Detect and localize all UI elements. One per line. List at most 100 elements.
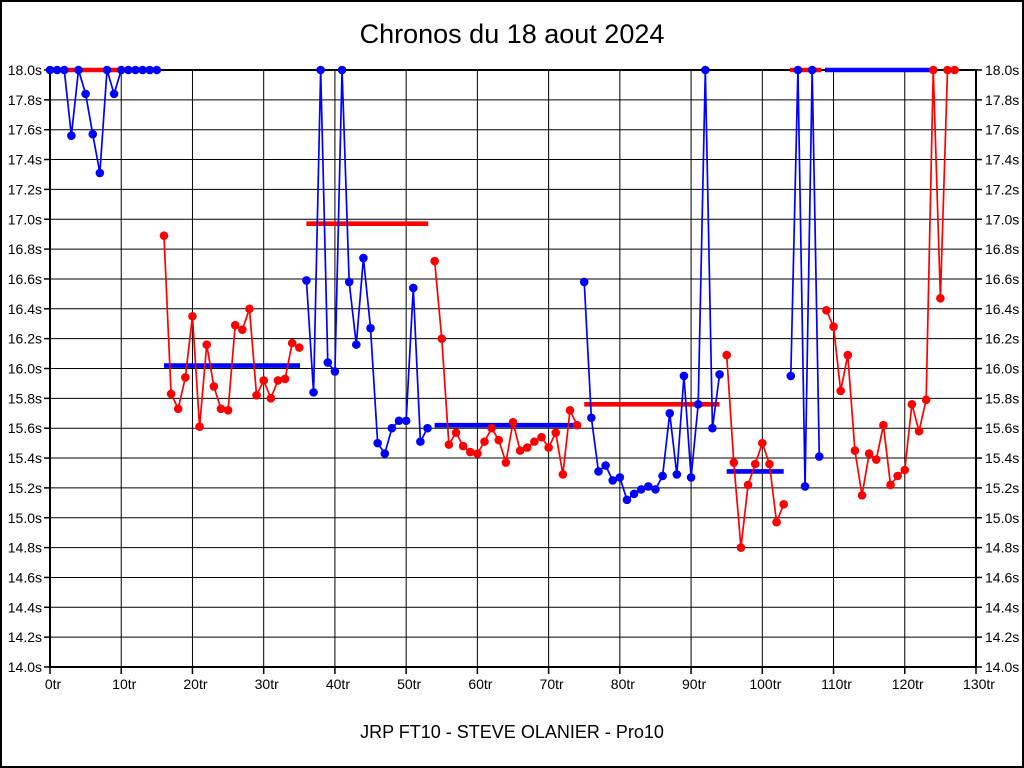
blue-lap-dot: [145, 65, 155, 75]
y-axis-label-left: 15.8s: [8, 390, 42, 406]
blue-lap-dot: [587, 413, 596, 423]
blue-lap-dot: [138, 65, 147, 75]
y-axis-label-left: 16.8s: [8, 241, 42, 257]
blue-lap-dot: [679, 371, 689, 381]
x-axis-label: 0tr: [45, 676, 62, 692]
red-lap-dot: [173, 404, 183, 414]
red-lap-dot: [900, 465, 910, 475]
blue-lap-dot: [302, 276, 311, 285]
red-lap-dot: [480, 437, 489, 446]
red-lap-dot: [836, 386, 845, 396]
blue-lap-dot: [116, 65, 126, 75]
red-lap-dot: [209, 382, 219, 391]
axis-ticks: [44, 69, 982, 674]
red-lap-dot: [779, 500, 788, 509]
blue-lap-dot: [309, 388, 318, 397]
y-axis-label-left: 17.0s: [8, 211, 42, 227]
red-lap-dot: [921, 395, 931, 405]
blue-lap-dot: [316, 65, 325, 75]
y-axis-label-right: 15.2s: [985, 480, 1019, 496]
blue-lap-dot: [387, 423, 397, 433]
red-lap-dot: [829, 322, 838, 332]
blue-lap-dot: [359, 253, 368, 263]
blue-lap-dot: [401, 416, 411, 426]
blue-lap-dot: [686, 473, 696, 482]
blue-lap-dot: [330, 367, 340, 376]
blue-lap-dot: [88, 129, 98, 139]
blue-lap-dot: [351, 340, 361, 349]
red-lap-dot: [886, 480, 895, 490]
y-axis-label-left: 15.6s: [8, 420, 42, 436]
blue-lap-dot: [124, 65, 133, 75]
y-axis-label-right: 16.0s: [985, 361, 1019, 377]
plot-frame: [49, 69, 977, 668]
lap-time-dots: [45, 65, 959, 552]
y-axis-label-left: 17.8s: [8, 92, 42, 108]
blue-lap-dot: [67, 131, 76, 140]
blue-lap-dot: [701, 65, 710, 75]
red-lap-dot: [743, 480, 753, 490]
red-lap-dot: [822, 305, 831, 315]
y-axis-label-left: 14.6s: [8, 569, 42, 585]
red-lap-dot: [266, 394, 276, 403]
red-lap-dot: [857, 491, 867, 500]
blue-lap-dot: [672, 470, 682, 479]
red-lap-dot: [494, 435, 504, 445]
blue-lap-dot: [601, 461, 610, 470]
red-lap-dot: [928, 65, 938, 75]
red-lap-dot: [458, 441, 468, 451]
blue-lap-dot: [608, 476, 618, 485]
red-lap-dot: [864, 449, 874, 458]
red-lap-dot: [444, 440, 454, 449]
blue-lap-dot: [715, 370, 724, 379]
blue-lap-dot: [793, 65, 803, 75]
y-axis-label-left: 17.2s: [8, 181, 42, 197]
blue-stint-line: [789, 69, 821, 487]
red-lap-dot: [188, 311, 197, 321]
blue-lap-dot: [152, 65, 162, 75]
red-lap-dot: [736, 543, 746, 552]
stint-average-segments: [50, 67, 936, 474]
red-stint-line: [433, 260, 578, 475]
y-axis-label-left: 15.2s: [8, 480, 42, 496]
red-lap-dot: [879, 420, 888, 430]
blue-lap-dot: [658, 471, 667, 481]
chart-title: Chronos du 18 aout 2024: [359, 19, 665, 49]
y-axis-label-left: 14.2s: [8, 629, 42, 645]
red-lap-dot: [850, 446, 860, 455]
blue-lap-dot: [45, 65, 55, 75]
red-lap-dot: [430, 256, 439, 266]
blue-lap-dot: [131, 65, 140, 75]
x-axis-label: 100tr: [749, 676, 781, 692]
red-lap-dot: [195, 422, 204, 432]
y-axis-label-left: 17.6s: [8, 122, 42, 138]
red-lap-dot: [722, 350, 731, 360]
y-axis-label-right: 15.4s: [985, 450, 1019, 466]
x-axis-label: 70tr: [540, 676, 564, 692]
red-lap-dot: [544, 443, 553, 452]
red-lap-dot: [843, 350, 853, 360]
y-axis-label-right: 16.2s: [985, 331, 1019, 347]
red-lap-dot: [515, 446, 525, 455]
blue-lap-dot: [629, 489, 639, 499]
red-lap-dot: [295, 343, 304, 352]
red-lap-dot: [729, 458, 739, 467]
blue-lap-dot: [109, 89, 119, 99]
red-lap-dot: [487, 423, 496, 433]
red-lap-dot: [159, 231, 169, 240]
red-lap-dot: [259, 376, 268, 385]
x-axis-label: 80tr: [611, 676, 635, 692]
blue-lap-dot: [579, 277, 589, 287]
red-lap-dot: [202, 340, 212, 349]
red-lap-dot: [252, 391, 261, 400]
y-axis-label-left: 18.0s: [8, 62, 42, 78]
red-lap-dot: [280, 374, 290, 384]
gridlines: [50, 70, 976, 667]
red-lap-dot: [572, 420, 582, 430]
blue-lap-dot: [59, 65, 69, 75]
red-lap-dot: [501, 458, 511, 467]
red-lap-dot: [750, 459, 760, 469]
x-axis-label: 20tr: [183, 676, 207, 692]
